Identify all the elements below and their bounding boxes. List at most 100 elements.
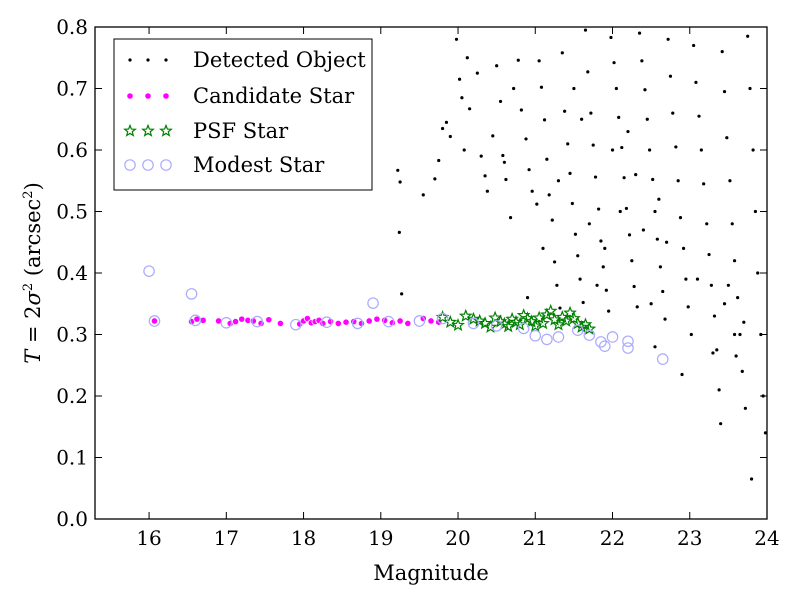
detected-object-point xyxy=(681,246,686,250)
detected-object-point xyxy=(512,86,516,91)
detected-object-point xyxy=(634,173,638,177)
legend-symbol-circle xyxy=(126,92,170,100)
psf-star-point xyxy=(141,123,155,137)
detected-object-point xyxy=(655,237,659,241)
detected-object-point xyxy=(640,59,644,63)
detected-object-point xyxy=(645,117,649,121)
y-axis-label: T = 2σ2 (arcsec2) xyxy=(21,182,45,364)
detected-object-point xyxy=(537,59,541,63)
x-tick-label: 19 xyxy=(368,526,393,550)
detected-object-point xyxy=(736,296,740,300)
detected-object-point xyxy=(465,56,469,60)
detected-object-point xyxy=(763,431,768,435)
candidate-star-point xyxy=(276,319,284,328)
candidate-star-point xyxy=(231,317,240,326)
detected-object-point xyxy=(689,332,693,337)
y-tick-label: 0.8 xyxy=(56,15,88,39)
candidate-star-point xyxy=(199,316,207,324)
detected-object-point xyxy=(545,157,549,161)
psf-star-point xyxy=(443,314,458,329)
modest-star-point xyxy=(656,353,669,365)
modest-star-point xyxy=(143,265,155,277)
detected-object-point xyxy=(483,174,487,178)
detected-object-point xyxy=(647,148,652,152)
modest-star-point xyxy=(529,329,542,342)
detected-object-point xyxy=(475,71,479,75)
detected-object-point xyxy=(491,134,495,138)
detected-object-point xyxy=(697,114,701,118)
modest-star-point xyxy=(185,288,198,300)
detected-object-point xyxy=(753,209,758,214)
detected-object-point xyxy=(620,145,624,150)
psf-star-point xyxy=(536,316,550,330)
y-tick-label: 0.3 xyxy=(56,323,88,347)
psf-star-point xyxy=(451,318,465,332)
legend-item-detected-object: Detected Object xyxy=(128,48,366,72)
detected-object-point xyxy=(743,406,747,410)
y-tick-label: 0.0 xyxy=(56,507,88,531)
modest-star-point xyxy=(517,322,530,335)
psf-star-point xyxy=(483,319,498,333)
detected-object-point xyxy=(695,277,700,281)
y-axis-ticks: 0.0 0.1 0.2 0.3 0.4 0.5 0.6 0.7 0.8 xyxy=(56,15,767,531)
x-tick-label: 17 xyxy=(214,526,239,550)
modest-star-point xyxy=(622,335,634,348)
detected-object-point xyxy=(593,175,598,179)
detected-object-point xyxy=(444,120,449,124)
psf-star-point xyxy=(543,303,558,318)
detected-object-point xyxy=(519,108,523,112)
modest-star-point xyxy=(382,315,395,328)
detected-object-point xyxy=(560,51,564,55)
detected-object-point xyxy=(664,240,669,244)
modest-star-point xyxy=(622,342,634,354)
detected-object-point xyxy=(501,153,505,158)
candidate-star-point xyxy=(265,316,273,324)
detected-object-point xyxy=(448,134,452,139)
detected-object-point xyxy=(146,58,150,62)
detected-object-point xyxy=(674,145,678,149)
modest-star-point xyxy=(598,340,611,352)
candidate-star-point xyxy=(126,92,134,100)
detected-object-point xyxy=(573,232,578,236)
x-tick-label: 21 xyxy=(523,526,548,550)
detected-object-point xyxy=(627,233,632,237)
y-tick-label: 0.7 xyxy=(56,77,88,101)
candidate-star-point xyxy=(334,319,342,328)
y-tick-label: 0.4 xyxy=(56,261,88,285)
detected-object-point xyxy=(397,230,401,235)
detected-object-point xyxy=(671,111,675,115)
detected-object-point xyxy=(516,58,520,62)
detected-object-point xyxy=(576,254,580,258)
detected-object-point xyxy=(396,168,400,172)
legend-label: PSF Star xyxy=(193,119,289,143)
detected-object-point xyxy=(653,209,657,214)
detected-object-point xyxy=(462,148,466,152)
y-tick-label: 0.6 xyxy=(56,138,88,162)
detected-object-point xyxy=(699,148,703,152)
x-axis-label: Magnitude xyxy=(373,561,489,585)
detected-object-point xyxy=(535,202,539,206)
x-tick-label: 22 xyxy=(600,526,625,550)
detected-object-point xyxy=(624,206,629,211)
detected-object-point xyxy=(678,216,683,220)
detected-object-point xyxy=(632,284,636,289)
modest-star-point xyxy=(320,316,333,328)
detected-object-point xyxy=(440,126,445,131)
detected-object-point xyxy=(653,345,657,349)
detected-object-point xyxy=(400,292,404,296)
legend-label: Candidate Star xyxy=(193,84,355,108)
modest-star-point xyxy=(351,317,364,330)
detected-object-point xyxy=(702,182,706,186)
detected-object-point xyxy=(728,179,732,183)
detected-object-point xyxy=(572,86,576,91)
detected-object-point xyxy=(635,305,639,309)
plot-points xyxy=(143,28,768,481)
modest-star-point xyxy=(189,314,202,327)
detected-object-point xyxy=(626,129,630,134)
modest-star-point xyxy=(290,318,302,331)
detected-object-point xyxy=(570,201,574,206)
legend-label: Detected Object xyxy=(193,48,366,72)
detected-object-point xyxy=(558,306,562,310)
modest-star-point xyxy=(220,317,233,329)
detected-object-point xyxy=(495,64,499,68)
